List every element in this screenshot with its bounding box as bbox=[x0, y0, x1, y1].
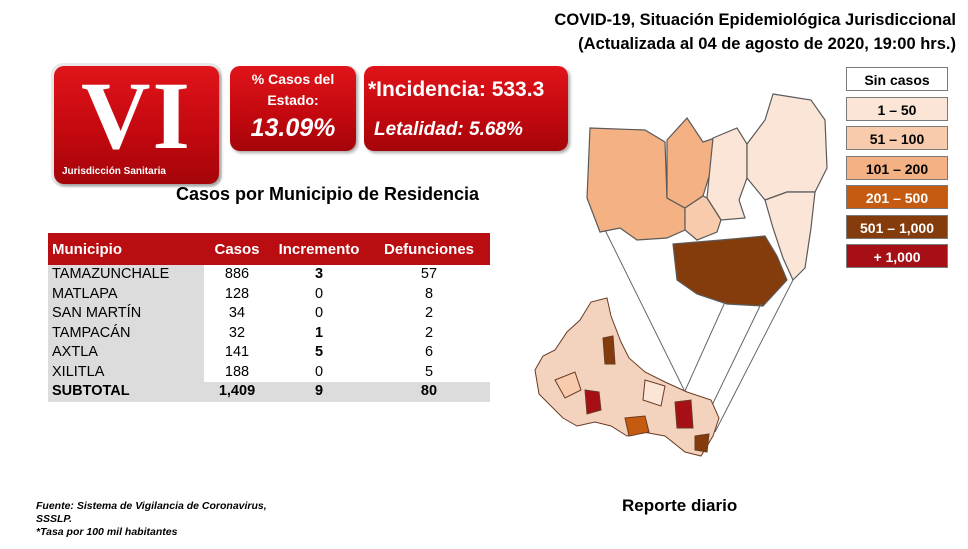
legend-item: 201 – 500 bbox=[846, 185, 948, 209]
map-hotspot-southeast bbox=[694, 433, 710, 453]
state-percent-value: 13.09% bbox=[250, 114, 336, 142]
map-xilitla bbox=[586, 127, 686, 241]
table-row: TAMPACÁN 32 1 2 bbox=[48, 323, 490, 343]
cell-defunciones: 6 bbox=[424, 344, 434, 361]
cell-defunciones: 2 bbox=[424, 324, 434, 341]
cell-municipio: MATLAPA bbox=[48, 284, 204, 304]
col-municipio: Municipio bbox=[48, 233, 204, 265]
footnote-line2: SSSLP. bbox=[36, 513, 72, 525]
table-row: XILITLA 188 0 5 bbox=[48, 362, 490, 382]
map-san-martin bbox=[706, 127, 748, 221]
table-row: TAMAZUNCHALE 886 3 57 bbox=[48, 265, 490, 285]
cell-municipio: XILITLA bbox=[48, 362, 204, 382]
section-title: Casos por Municipio de Residencia bbox=[176, 184, 480, 204]
cell-casos: 128 bbox=[224, 285, 250, 302]
header-updated: (Actualizada al 04 de agosto de 2020, 19… bbox=[578, 35, 956, 53]
col-incremento: Incremento bbox=[270, 233, 368, 265]
zoom-connectors bbox=[604, 229, 794, 433]
col-casos: Casos bbox=[204, 233, 270, 265]
map-hotspot-north bbox=[602, 335, 616, 365]
map-shade-mid bbox=[642, 379, 666, 407]
cell-incremento: 5 bbox=[314, 344, 324, 361]
legend-item: Sin casos bbox=[846, 67, 948, 91]
legend-item: 101 – 200 bbox=[846, 155, 948, 180]
jurisdiction-label: Jurisdicción Sanitaria bbox=[62, 166, 166, 177]
state-map bbox=[534, 297, 720, 457]
header-title: COVID-19, Situación Epidemiológica Juris… bbox=[554, 11, 956, 29]
cell-incremento: 0 bbox=[314, 305, 324, 322]
cell-defunciones: 80 bbox=[368, 382, 490, 402]
map-shade-west bbox=[554, 371, 582, 399]
cell-defunciones: 2 bbox=[424, 305, 434, 322]
cell-casos: 34 bbox=[228, 305, 246, 322]
state-percent-label: % Casos del Estado: bbox=[230, 69, 356, 111]
source-footnote: Fuente: Sistema de Vigilancia de Coronav… bbox=[36, 500, 267, 539]
report-label: Reporte diario bbox=[622, 496, 738, 515]
map-hotspot-west bbox=[584, 389, 602, 415]
legend-item: + 1,000 bbox=[846, 244, 948, 268]
cell-incremento: 1 bbox=[314, 324, 324, 341]
legend-item: 501 – 1,000 bbox=[846, 214, 948, 239]
table-row: AXTLA 141 5 6 bbox=[48, 343, 490, 363]
lethality-value: Letalidad: 5.68% bbox=[374, 119, 523, 140]
footnote-line3: *Tasa por 100 mil habitantes bbox=[36, 526, 178, 538]
legend-item: 1 – 50 bbox=[846, 96, 948, 121]
col-defunciones: Defunciones bbox=[368, 233, 490, 265]
map-tampacan bbox=[746, 93, 828, 201]
cell-casos: 886 bbox=[224, 266, 250, 283]
cell-casos: 188 bbox=[224, 363, 250, 380]
cell-incremento: 9 bbox=[270, 382, 368, 402]
map-matlapa bbox=[684, 195, 722, 241]
table-header-row: Municipio Casos Incremento Defunciones bbox=[48, 233, 490, 265]
map-hotspot-central bbox=[624, 415, 650, 437]
table-total-row: SUBTOTAL 1,409 9 80 bbox=[48, 382, 490, 402]
cell-casos: 32 bbox=[228, 324, 246, 341]
state-outline bbox=[534, 297, 720, 457]
zoomed-region bbox=[586, 93, 828, 307]
page-header: COVID-19, Situación Epidemiológica Juris… bbox=[554, 8, 956, 56]
cell-incremento: 0 bbox=[314, 363, 324, 380]
cell-defunciones: 8 bbox=[424, 285, 434, 302]
footnote-line1: Fuente: Sistema de Vigilancia de Coronav… bbox=[36, 500, 267, 512]
incidence-value: *Incidencia: 533.3 bbox=[368, 78, 545, 101]
map-legend: Sin casos 1 – 50 51 – 100 101 – 200 201 … bbox=[846, 67, 948, 274]
map-hotspot-east bbox=[674, 399, 694, 429]
cell-municipio: AXTLA bbox=[48, 343, 204, 363]
table-row: MATLAPA 128 0 8 bbox=[48, 284, 490, 304]
state-percent-card: % Casos del Estado: 13.09% bbox=[230, 66, 356, 151]
cell-municipio: SUBTOTAL bbox=[48, 382, 204, 402]
state-percent-label-line2: Estado: bbox=[267, 92, 319, 108]
cell-municipio: TAMAZUNCHALE bbox=[48, 265, 204, 285]
cell-casos: 1,409 bbox=[204, 382, 270, 402]
incidence-card: *Incidencia: 533.3 Letalidad: 5.68% bbox=[364, 66, 568, 151]
map-tamazunchale bbox=[672, 235, 788, 307]
cell-defunciones: 5 bbox=[424, 363, 434, 380]
cell-defunciones: 57 bbox=[420, 266, 438, 283]
legend-item: 51 – 100 bbox=[846, 126, 948, 150]
cell-municipio: TAMPACÁN bbox=[48, 323, 204, 343]
cell-municipio: SAN MARTÍN bbox=[48, 304, 204, 324]
map-east-area bbox=[764, 191, 816, 282]
cell-casos: 141 bbox=[224, 344, 250, 361]
jurisdiction-card: VI Jurisdicción Sanitaria bbox=[54, 66, 219, 184]
cell-incremento: 0 bbox=[314, 285, 324, 302]
state-percent-label-line1: % Casos del bbox=[251, 71, 335, 87]
municipality-map bbox=[534, 93, 828, 457]
cases-table: Municipio Casos Incremento Defunciones T… bbox=[48, 233, 490, 402]
cell-incremento: 3 bbox=[314, 266, 324, 283]
table-row: SAN MARTÍN 34 0 2 bbox=[48, 304, 490, 324]
jurisdiction-numeral: VI bbox=[81, 62, 192, 169]
